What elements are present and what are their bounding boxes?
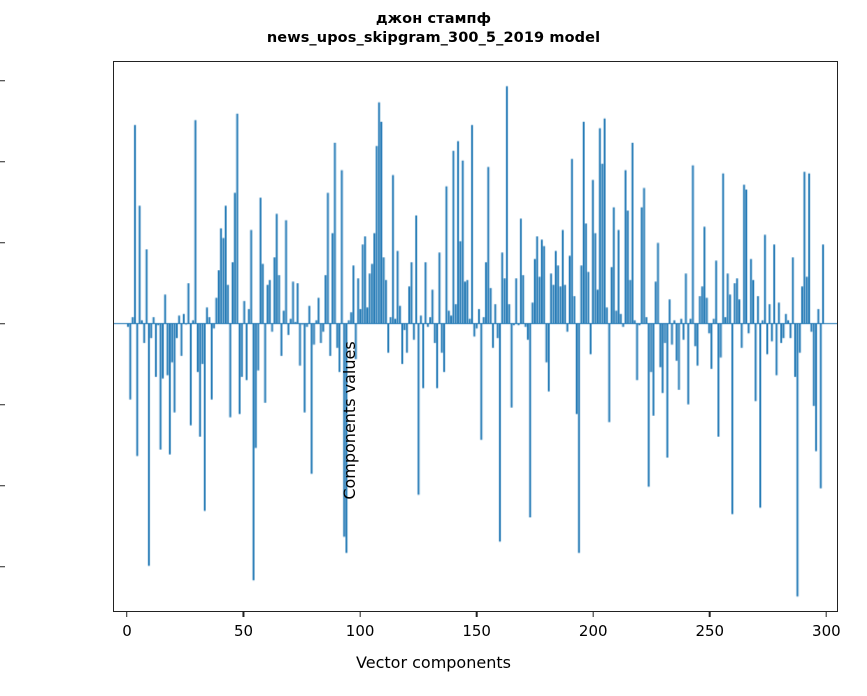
y-axis-label-rotator: Components values: [0, 0, 359, 696]
x-tick-mark: [242, 612, 245, 617]
chart-title-line2: news_upos_skipgram_300_5_2019 model: [266, 29, 601, 46]
x-tick-mark: [709, 612, 711, 617]
x-tick-label: 300: [812, 621, 841, 640]
x-axis-label: Vector components: [356, 653, 511, 672]
x-tick-label: 50: [233, 621, 254, 640]
x-tick: 150: [462, 612, 491, 640]
x-tick: 50: [234, 612, 253, 640]
x-tick: 300: [812, 612, 841, 640]
x-tick-label: 0: [122, 621, 132, 640]
x-tick-label: 150: [462, 621, 491, 640]
x-tick-mark: [592, 612, 594, 617]
x-tick-mark: [475, 612, 478, 617]
x-tick-label: 250: [695, 621, 725, 640]
x-tick: 200: [579, 612, 608, 640]
x-tick-label: 200: [578, 621, 608, 640]
chart-title: джон стампф news_upos_skipgram_300_5_201…: [0, 10, 867, 47]
plot-area: [113, 61, 838, 612]
x-tick-mark: [825, 612, 828, 617]
x-tick-mark: [126, 612, 128, 617]
y-axis-label: Components values: [340, 341, 359, 500]
x-tick: 0: [122, 612, 132, 640]
chart-title-line1: джон стампф: [375, 11, 492, 27]
bar-series-canvas: [114, 62, 837, 611]
x-tick: 250: [695, 612, 724, 640]
